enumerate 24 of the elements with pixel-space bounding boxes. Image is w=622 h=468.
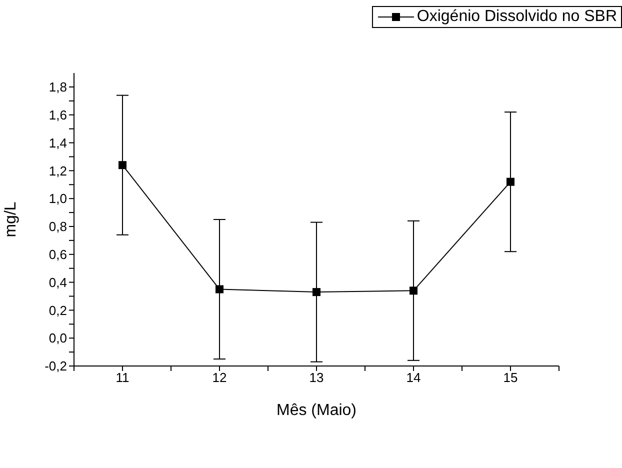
- legend-label: Oxigénio Dissolvido no SBR: [416, 8, 617, 26]
- y-tick-label: 0,2: [48, 302, 67, 318]
- point: [410, 286, 418, 295]
- x-tick-label: 12: [212, 370, 227, 386]
- point: [216, 285, 224, 294]
- y-tick-label: 1,0: [48, 191, 67, 206]
- point: [312, 288, 320, 296]
- x-tick-label: 11: [116, 370, 130, 386]
- x-tick-label: 15: [503, 370, 518, 386]
- x-tick-label: 14: [406, 370, 421, 386]
- y-tick-label: 0,6: [48, 246, 67, 262]
- x-axis-title: Mês (Maio): [276, 402, 357, 419]
- y-tick-label: 1,4: [48, 135, 67, 150]
- y-axis-title: mg/L: [2, 202, 20, 238]
- point: [118, 161, 126, 170]
- y-tick-label: -0,2: [44, 358, 67, 374]
- y-tick-label: 1,2: [48, 163, 67, 178]
- y-tick-label: 0,4: [48, 274, 67, 290]
- y-tick-label: 1,6: [48, 107, 67, 122]
- y-tick-label: 0,8: [48, 219, 67, 234]
- y-tick-label: 0,0: [48, 330, 67, 346]
- point: [506, 178, 514, 186]
- y-tick-label: 1,8: [48, 80, 67, 95]
- x-tick-label: 13: [309, 370, 324, 386]
